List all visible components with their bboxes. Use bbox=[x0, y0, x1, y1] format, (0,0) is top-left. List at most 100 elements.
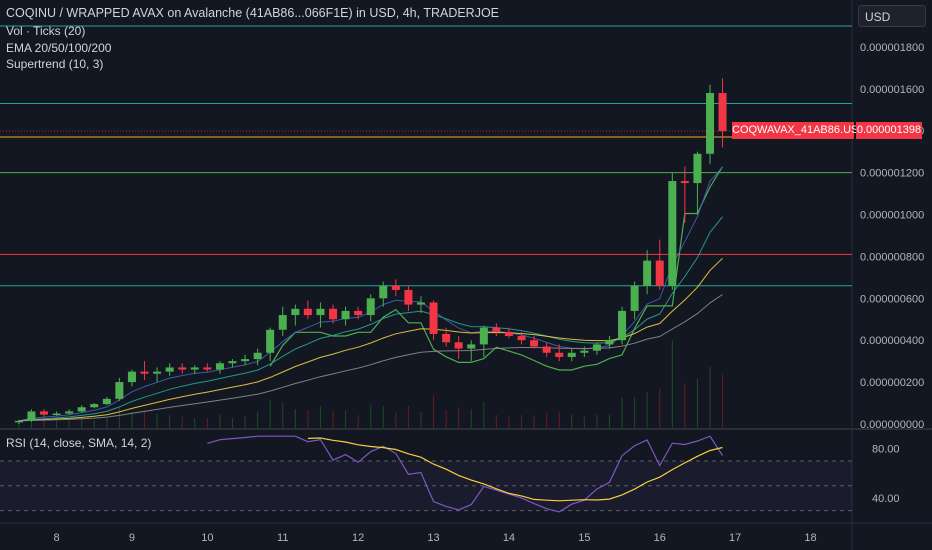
last-price-label: 0.000001398 bbox=[856, 122, 922, 139]
candle-body bbox=[555, 352, 564, 357]
volume-bar bbox=[395, 412, 397, 428]
volume-bar bbox=[307, 410, 309, 428]
volume-bar bbox=[206, 418, 208, 428]
symbol-price-tag: COQWAVAX_41AB86.USD bbox=[732, 122, 866, 139]
y-tick-label: 0.000001600 bbox=[860, 84, 924, 96]
candle-body bbox=[504, 331, 513, 337]
x-tick-label: 8 bbox=[53, 532, 59, 544]
volume-bar bbox=[81, 418, 83, 428]
candle-body bbox=[454, 342, 463, 349]
candle-body bbox=[303, 308, 312, 316]
candle-body bbox=[718, 93, 727, 132]
candle-body bbox=[492, 327, 501, 332]
candle-body bbox=[693, 153, 702, 184]
volume-bar bbox=[470, 409, 472, 428]
candle-body bbox=[404, 289, 413, 305]
chart-title: COQINU / WRAPPED AVAX on Avalanche (41AB… bbox=[6, 6, 500, 20]
ema-50-line bbox=[18, 216, 723, 422]
candle-body bbox=[567, 352, 576, 357]
candle-body bbox=[618, 310, 627, 341]
y-tick-label: 0.000001800 bbox=[860, 42, 924, 54]
candle-body bbox=[27, 411, 36, 421]
volume-bar bbox=[458, 407, 460, 428]
volume-bar bbox=[169, 415, 171, 428]
candle-body bbox=[668, 181, 677, 286]
candle-body bbox=[429, 302, 438, 334]
candle-body bbox=[706, 93, 715, 154]
volume-bar bbox=[345, 410, 347, 428]
volume-bar bbox=[332, 410, 334, 428]
candle-body bbox=[178, 367, 187, 370]
volume-bar bbox=[596, 415, 598, 428]
candle-body bbox=[14, 420, 23, 423]
volume-indicator-label[interactable]: Vol · Ticks (20) bbox=[6, 24, 86, 38]
y-tick-label: 0.000000200 bbox=[860, 377, 924, 389]
volume-bar bbox=[181, 416, 183, 428]
candle-body bbox=[580, 350, 589, 353]
x-tick-label: 16 bbox=[654, 532, 666, 544]
candle-body bbox=[366, 298, 375, 316]
volume-bar bbox=[684, 383, 686, 428]
volume-bar bbox=[382, 406, 384, 428]
volume-bar bbox=[18, 421, 20, 428]
volume-bar bbox=[407, 406, 409, 428]
candle-body bbox=[680, 181, 689, 184]
x-tick-label: 14 bbox=[503, 532, 515, 544]
candle-body bbox=[203, 367, 212, 370]
x-tick-label: 9 bbox=[129, 532, 135, 544]
x-tick-label: 11 bbox=[277, 532, 288, 544]
volume-bar bbox=[294, 409, 296, 428]
candle-body bbox=[379, 285, 388, 299]
y-tick-label: 0.000000800 bbox=[860, 251, 924, 263]
candle-body bbox=[530, 340, 539, 347]
candle-body bbox=[329, 308, 338, 320]
y-tick-label: 0.000001200 bbox=[860, 168, 924, 180]
candle-body bbox=[605, 340, 614, 345]
volume-bar bbox=[445, 410, 447, 428]
volume-bar bbox=[621, 397, 623, 428]
supertrend-indicator-label[interactable]: Supertrend (10, 3) bbox=[6, 57, 104, 71]
volume-bar bbox=[257, 412, 259, 428]
volume-bar bbox=[634, 397, 636, 428]
volume-bar bbox=[533, 415, 535, 428]
candle-body bbox=[215, 363, 224, 370]
rsi-tick-label: 80.00 bbox=[872, 444, 900, 456]
y-tick-label: 0.000000400 bbox=[860, 335, 924, 347]
candle-body bbox=[115, 382, 124, 399]
candle-body bbox=[643, 260, 652, 286]
volume-bar bbox=[106, 418, 108, 428]
volume-bar bbox=[583, 416, 585, 428]
volume-bar bbox=[194, 418, 196, 428]
candle-body bbox=[90, 404, 99, 408]
volume-bar bbox=[370, 404, 372, 428]
volume-bar bbox=[269, 400, 271, 428]
ema-100-line bbox=[18, 257, 723, 422]
currency-selector[interactable]: USD bbox=[858, 5, 926, 27]
candle-body bbox=[253, 352, 262, 360]
x-tick-label: 10 bbox=[201, 532, 213, 544]
candle-body bbox=[52, 413, 61, 416]
candle-body bbox=[517, 336, 526, 341]
candle-body bbox=[190, 367, 199, 370]
rsi-tick-label: 40.00 bbox=[872, 493, 900, 505]
rsi-indicator-label[interactable]: RSI (14, close, SMA, 14, 2) bbox=[6, 436, 152, 450]
volume-bar bbox=[659, 388, 661, 428]
candle-body bbox=[316, 308, 325, 316]
volume-bar bbox=[118, 407, 120, 428]
volume-bar bbox=[156, 413, 158, 428]
y-tick-label: 0.000001000 bbox=[860, 210, 924, 222]
ema-indicator-label[interactable]: EMA 20/50/100/200 bbox=[6, 41, 112, 55]
volume-bar bbox=[608, 415, 610, 428]
ema-20-line bbox=[18, 166, 723, 422]
volume-bar bbox=[43, 418, 45, 428]
volume-bar bbox=[357, 415, 359, 428]
volume-bar bbox=[282, 403, 284, 428]
volume-bar bbox=[131, 412, 133, 428]
candle-body bbox=[39, 411, 48, 415]
candle-body bbox=[278, 315, 287, 330]
volume-bar bbox=[709, 367, 711, 428]
volume-bar bbox=[420, 412, 422, 428]
volume-bar bbox=[671, 340, 673, 428]
